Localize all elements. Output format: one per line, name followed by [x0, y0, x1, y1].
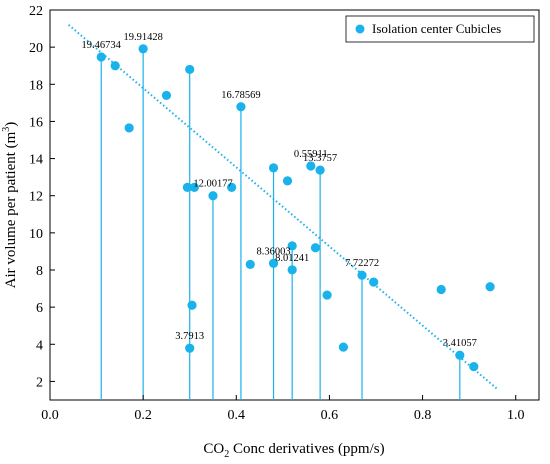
data-label: 0.55911	[294, 149, 328, 160]
data-point	[185, 64, 195, 75]
data-point	[189, 182, 199, 192]
y-tick-label: 20	[29, 41, 43, 56]
x-tick-label: 0.8	[414, 408, 432, 423]
x-tick-label: 0.4	[228, 408, 246, 423]
data-point	[369, 277, 379, 287]
y-axis-title-after: )	[3, 122, 19, 127]
legend-marker	[355, 24, 365, 34]
data-label: 3.7913	[175, 331, 204, 342]
y-tick-label: 18	[29, 78, 43, 93]
data-point	[282, 176, 293, 186]
legend-box	[345, 15, 535, 43]
data-point	[436, 284, 446, 295]
data-label: 3.41057	[443, 338, 477, 349]
x-tick-label: 0.6	[321, 408, 339, 423]
data-point	[138, 44, 148, 54]
data-label: 8.01241	[275, 253, 309, 264]
data-point	[310, 243, 321, 253]
data-point	[322, 290, 332, 300]
drop-lines	[100, 48, 461, 400]
legend-label: Isolation center Cubicles	[372, 21, 501, 36]
data-label: 13.3757	[303, 153, 337, 164]
data-point	[236, 102, 246, 112]
data-point	[96, 52, 106, 62]
data-point	[124, 123, 134, 133]
legend: Isolation center Cubicles	[345, 15, 535, 43]
data-point	[315, 165, 325, 175]
trendline-group	[67, 24, 498, 390]
data-point	[245, 259, 255, 270]
data-point	[469, 361, 479, 372]
data-point	[187, 300, 197, 310]
data-label: 12.00177	[193, 179, 232, 190]
y-tick-label: 6	[36, 301, 43, 316]
y-tick-label: 22	[29, 4, 43, 19]
x-axis-ticks: 0.0 0.2 0.4 0.6 0.8 1.0	[41, 395, 524, 423]
data-label: 19.91428	[123, 32, 162, 43]
data-point	[182, 182, 192, 192]
y-axis-title-before: Air volume per patient (m	[3, 131, 19, 288]
y-tick-label: 14	[29, 153, 43, 168]
x-tick-label: 1.0	[507, 408, 525, 423]
data-label: 8.36003	[256, 246, 290, 257]
data-point	[185, 343, 195, 353]
data-point	[357, 270, 367, 280]
data-label: 16.78569	[221, 90, 260, 101]
y-tick-label: 16	[29, 115, 43, 130]
x-axis-title-before: CO	[203, 441, 224, 457]
plot-frame	[49, 9, 540, 401]
trendline	[67, 24, 498, 390]
data-label: 19.46734	[82, 40, 122, 51]
data-point	[208, 191, 218, 201]
y-tick-label: 4	[36, 338, 43, 353]
data-label: 7.72272	[345, 258, 379, 269]
y-tick-label: 10	[29, 227, 43, 242]
data-point	[485, 282, 495, 292]
x-tick-label: 0.0	[41, 408, 59, 423]
data-point	[287, 241, 297, 251]
y-tick-label: 12	[29, 190, 43, 205]
data-point	[110, 61, 120, 71]
x-axis-title-sub: 2	[224, 449, 229, 460]
data-point	[161, 90, 172, 101]
x-axis-title: CO2 Conc derivatives (ppm/s)	[203, 441, 384, 460]
x-tick-label: 0.2	[134, 408, 152, 423]
y-axis-ticks: 2 4 6 8 10 12 14 16 18 20 22	[29, 4, 55, 390]
data-point	[268, 258, 279, 268]
data-point	[455, 350, 465, 360]
y-axis-title: Air volume per patient (m3)	[1, 122, 19, 289]
data-point	[338, 342, 348, 352]
x-axis-title-after: Conc derivatives (ppm/s)	[229, 441, 384, 457]
y-tick-label: 8	[36, 264, 43, 279]
data-point	[287, 265, 297, 275]
data-point	[268, 163, 279, 173]
data-points	[96, 44, 495, 372]
y-axis-title-sup: 3	[1, 127, 12, 132]
y-tick-label: 2	[36, 375, 43, 390]
data-point	[306, 161, 316, 171]
data-point	[227, 182, 237, 192]
